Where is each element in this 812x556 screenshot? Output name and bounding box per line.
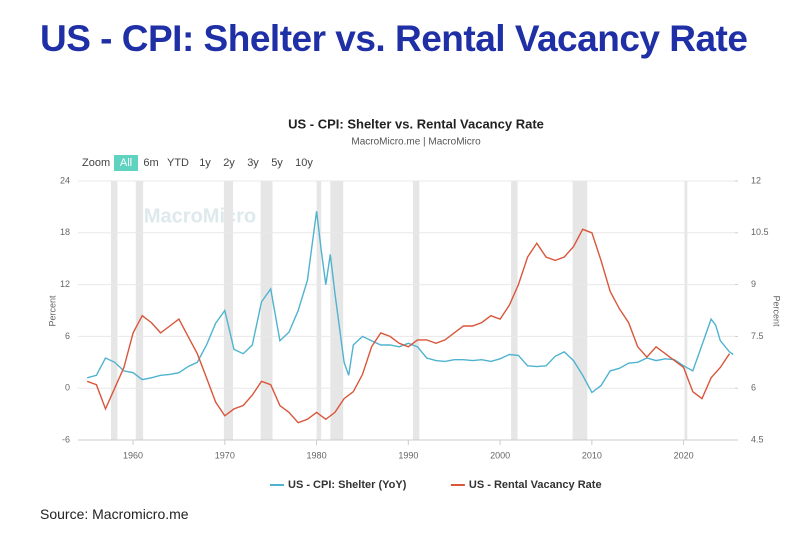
recession-band	[572, 181, 588, 440]
zoom-button[interactable]: 1y	[199, 157, 211, 169]
series-line	[86, 228, 731, 424]
y-tick-label: 12	[60, 279, 70, 289]
y2-tick-label: 6	[751, 383, 756, 393]
zoom-button[interactable]: 2y	[223, 157, 235, 169]
y2-axis-label: Percent	[772, 295, 782, 327]
zoom-button[interactable]: 6m	[143, 157, 158, 169]
recession-band	[223, 181, 234, 440]
zoom-button[interactable]: YTD	[167, 157, 189, 169]
recession-band	[511, 181, 518, 440]
series-line	[87, 211, 734, 394]
y-tick-label: 6	[65, 331, 70, 341]
legend-label[interactable]: US - Rental Vacancy Rate	[469, 479, 602, 491]
zoom-button[interactable]: All	[120, 157, 132, 169]
x-tick-label: 1960	[123, 450, 143, 460]
zoom-button[interactable]: 5y	[271, 157, 283, 169]
recession-band	[684, 181, 688, 440]
y2-tick-label: 4.5	[751, 434, 764, 444]
recession-band	[111, 181, 118, 440]
x-tick-label: 2000	[490, 450, 510, 460]
recession-band	[135, 181, 144, 440]
y2-tick-label: 12	[751, 175, 761, 185]
chart: US - CPI: Shelter vs. Rental Vacancy Rat…	[47, 116, 782, 491]
y2-tick-label: 7.5	[751, 331, 764, 341]
zoom-label: Zoom	[82, 157, 110, 169]
x-tick-label: 2010	[582, 450, 602, 460]
zoom-button[interactable]: 3y	[247, 157, 259, 169]
y-tick-label: 24	[60, 175, 70, 185]
x-tick-label: 2020	[674, 450, 694, 460]
y2-tick-label: 10.5	[751, 227, 769, 237]
x-tick-label: 1980	[307, 450, 327, 460]
heading: US - CPI: Shelter vs. Rental Vacancy Rat…	[40, 18, 748, 59]
recession-band	[316, 181, 322, 440]
y-tick-label: -6	[62, 434, 70, 444]
x-tick-label: 1990	[398, 450, 418, 460]
y2-tick-label: 9	[751, 279, 756, 289]
zoom-button-bg	[114, 155, 138, 171]
source: Source: Macromicro.me	[40, 506, 189, 522]
chart-title: US - CPI: Shelter vs. Rental Vacancy Rat…	[288, 116, 544, 131]
legend-label[interactable]: US - CPI: Shelter (YoY)	[288, 479, 407, 491]
y-tick-label: 0	[65, 383, 70, 393]
x-tick-label: 1970	[215, 450, 235, 460]
zoom-button[interactable]: 10y	[295, 157, 313, 169]
chart-subtitle: MacroMicro.me | MacroMicro	[351, 137, 481, 148]
recession-band	[412, 181, 420, 440]
recession-band	[260, 181, 273, 440]
y-tick-label: 18	[60, 227, 70, 237]
watermark: MacroMicro	[144, 205, 256, 227]
y-axis-label: Percent	[47, 295, 57, 327]
